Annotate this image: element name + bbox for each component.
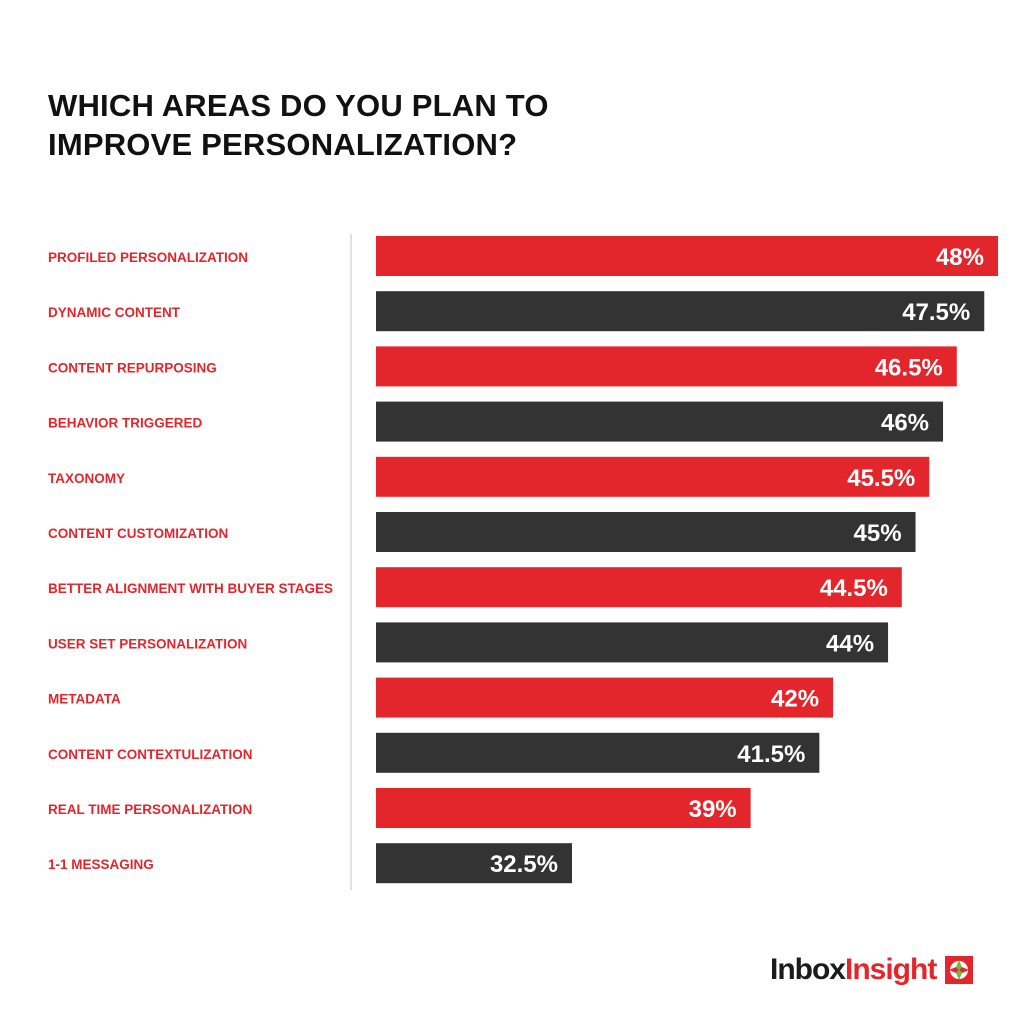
brand-name: InboxInsight <box>770 953 937 986</box>
bar <box>376 732 820 773</box>
bar-row: BEHAVIOR TRIGGERED 46% <box>48 401 944 442</box>
category-label: BEHAVIOR TRIGGERED <box>48 416 203 431</box>
bar <box>376 512 916 552</box>
value-label: 44.5% <box>820 575 888 602</box>
value-label: 47.5% <box>902 299 970 326</box>
bar <box>376 788 751 828</box>
value-label: 42% <box>771 686 819 713</box>
bar <box>376 567 902 608</box>
bar-row: CONTENT CUSTOMIZATION 45% <box>48 512 916 552</box>
category-label: CONTENT CONTEXTULIZATION <box>48 747 252 762</box>
value-label: 46.5% <box>875 354 943 381</box>
bar <box>376 236 998 276</box>
category-label: REAL TIME PERSONALIZATION <box>48 802 252 817</box>
bar <box>376 677 834 718</box>
category-label: METADATA <box>48 692 121 707</box>
chart-title: WHICH AREAS DO YOU PLAN TO IMPROVE PERSO… <box>48 88 549 162</box>
bar <box>376 456 930 497</box>
bar-row: REAL TIME PERSONALIZATION 39% <box>48 788 751 828</box>
bar-row: CONTENT REPURPOSING 46.5% <box>48 346 957 387</box>
value-label: 41.5% <box>737 741 805 768</box>
bar-row: USER SET PERSONALIZATION 44% <box>48 622 889 663</box>
value-label: 46% <box>881 410 929 437</box>
bar <box>376 843 572 884</box>
brand-logo: InboxInsight <box>770 955 974 985</box>
bar <box>376 401 944 442</box>
bar-row: BETTER ALIGNMENT WITH BUYER STAGES 44.5% <box>48 567 902 608</box>
brand-name-part1: Inbox <box>770 953 846 986</box>
bar-row: TAXONOMY 45.5% <box>48 456 930 497</box>
category-label: TAXONOMY <box>48 471 125 486</box>
category-label: CONTENT CUSTOMIZATION <box>48 526 228 541</box>
bar-row: PROFILED PERSONALIZATION 48% <box>48 236 998 276</box>
category-label: BETTER ALIGNMENT WITH BUYER STAGES <box>48 581 333 596</box>
value-label: 44% <box>826 630 874 657</box>
bar <box>376 346 957 387</box>
bar-row: CONTENT CONTEXTULIZATION 41.5% <box>48 732 820 773</box>
value-label: 45.5% <box>847 465 915 492</box>
bar-row: 1-1 MESSAGING 32.5% <box>48 843 572 884</box>
bar-row: METADATA 42% <box>48 677 834 718</box>
value-label: 32.5% <box>490 851 558 878</box>
category-label: 1-1 MESSAGING <box>48 857 154 872</box>
compass-cross-icon <box>945 956 974 984</box>
category-label: CONTENT REPURPOSING <box>48 360 217 375</box>
value-label: 45% <box>854 520 902 547</box>
value-label: 39% <box>689 796 737 823</box>
bar <box>376 291 985 332</box>
bar-row: DYNAMIC CONTENT 47.5% <box>48 291 985 332</box>
value-label: 48% <box>936 244 984 271</box>
category-label: PROFILED PERSONALIZATION <box>48 250 248 265</box>
bar <box>376 622 889 663</box>
category-label: USER SET PERSONALIZATION <box>48 636 247 651</box>
brand-name-part2: Insight <box>845 953 937 986</box>
category-label: DYNAMIC CONTENT <box>48 305 181 320</box>
